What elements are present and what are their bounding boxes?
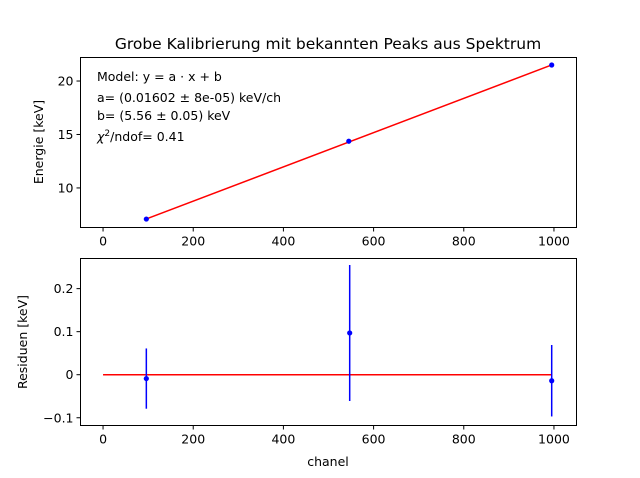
annotation-chi-symbol: χ (96, 129, 105, 144)
top-y-tick-label: 20 (58, 74, 74, 89)
bottom-data-point (549, 378, 555, 384)
annotation-ndof: /ndof= 0.41 (110, 129, 184, 144)
bottom-x-tick-label: 600 (362, 432, 386, 447)
fit-annotation: Model: y = a · x + b a= (0.01602 ± 8e-05… (96, 69, 281, 144)
annotation-model: Model: y = a · x + b (97, 69, 222, 84)
top-x-tick-label: 800 (452, 234, 476, 249)
annotation-chi-sup: 2 (104, 129, 110, 139)
top-y-ticks: 10 15 20 (58, 74, 81, 195)
bottom-x-axis-label: chanel (307, 454, 349, 469)
bottom-x-tick-label: 200 (181, 432, 205, 447)
top-data-point (346, 138, 352, 144)
top-x-tick-label: 200 (181, 234, 205, 249)
top-x-tick-label: 0 (99, 234, 107, 249)
bottom-data-point (143, 375, 149, 382)
annotation-a: a= (0.01602 ± 8e-05) keV/ch (97, 90, 281, 105)
bottom-data-marks (103, 264, 555, 417)
bottom-y-tick-label: −0.1 (43, 410, 73, 425)
top-y-tick-label: 10 (58, 180, 74, 195)
bottom-x-tick-label: 0 (99, 432, 107, 447)
bottom-y-tick-label: 0.1 (54, 324, 74, 339)
bottom-plot-panel: 0 200 400 600 800 1000 −0.1 0 0.1 0.2 Residuen [… (15, 258, 577, 469)
top-y-tick-label: 15 (58, 127, 74, 142)
top-x-tick-label: 1000 (538, 234, 570, 249)
bottom-data-point (347, 330, 353, 336)
top-plot-panel: 0 200 400 600 800 1000 10 15 20 Energie [keV] M… (31, 57, 577, 249)
top-x-tick-label: 400 (271, 234, 295, 249)
top-y-axis-label: Energie [keV] (31, 100, 46, 184)
bottom-x-tick-label: 400 (271, 432, 295, 447)
top-data-marks (143, 62, 555, 222)
top-data-point (143, 216, 149, 222)
bottom-axes-frame (80, 258, 577, 426)
bottom-y-axis-label: Residuen [keV] (15, 295, 30, 389)
top-data-point (549, 62, 555, 68)
annotation-chi2: χ2/ndof= 0.41 (96, 129, 185, 144)
top-axes-frame (80, 57, 577, 228)
bottom-x-ticks: 0 200 400 600 800 1000 (99, 425, 570, 447)
bottom-y-tick-label: 0.2 (54, 281, 74, 296)
bottom-x-tick-label: 1000 (538, 432, 570, 447)
bottom-x-tick-label: 800 (452, 432, 476, 447)
bottom-y-tick-label: 0 (66, 367, 74, 382)
top-x-ticks: 0 200 400 600 800 1000 (99, 227, 570, 249)
annotation-b: b= (5.56 ± 0.05) keV (97, 108, 231, 123)
top-x-tick-label: 600 (362, 234, 386, 249)
bottom-y-ticks: −0.1 0 0.1 0.2 (43, 281, 81, 425)
chart-title: Grobe Kalibrierung mit bekannten Peaks a… (115, 35, 541, 53)
